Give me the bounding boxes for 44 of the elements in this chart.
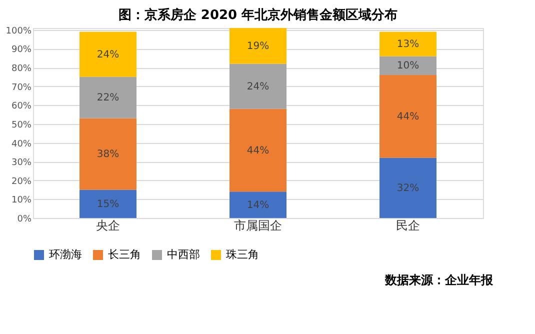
data-label: 14% (246, 200, 270, 211)
bar (380, 75, 436, 158)
legend-label: 环渤海 (49, 248, 82, 261)
bar (380, 158, 436, 218)
bar (380, 32, 436, 56)
chart-title: 图：京系房企 2020 年北京外销售金额区域分布 (118, 6, 398, 23)
bar (380, 56, 436, 76)
y-tick-label: 100% (6, 26, 32, 36)
data-label: 13% (396, 38, 420, 50)
data-label: 15% (96, 198, 120, 210)
data-label: 22% (96, 92, 120, 104)
bar (230, 28, 286, 64)
x-tick-label: 市属国企 (234, 218, 282, 232)
y-tick-label: 30% (11, 158, 32, 168)
x-tick-label: 民企 (396, 218, 420, 232)
y-tick-label: 60% (11, 102, 32, 112)
legend-label: 长三角 (108, 248, 141, 261)
y-tick-label: 90% (11, 45, 32, 56)
y-tick-label: 10% (11, 196, 32, 206)
data-label: 24% (246, 81, 270, 92)
bar (80, 190, 136, 218)
data-label: 32% (396, 182, 420, 194)
bar (230, 64, 286, 109)
y-tick-label: 80% (11, 64, 32, 74)
x-tick-label: 央企 (96, 218, 120, 232)
y-tick-label: 40% (11, 139, 32, 150)
data-label: 38% (96, 149, 120, 160)
data-label: 10% (396, 60, 420, 72)
data-label: 44% (246, 145, 270, 156)
data-label: 19% (246, 40, 270, 52)
y-tick-label: 70% (11, 82, 32, 93)
bar (230, 108, 286, 192)
bar (80, 76, 136, 118)
data-label: 44% (396, 111, 420, 122)
legend-label: 中西部 (167, 248, 200, 261)
source-note: 数据来源：企业年报 (384, 273, 494, 287)
y-tick-label: 0% (17, 214, 32, 224)
bar (230, 192, 286, 218)
legend-label: 珠三角 (226, 248, 259, 261)
data-label: 24% (96, 49, 120, 60)
y-tick-label: 20% (11, 176, 32, 187)
bar (80, 118, 136, 190)
bar (80, 32, 136, 77)
y-tick-label: 50% (11, 120, 32, 130)
